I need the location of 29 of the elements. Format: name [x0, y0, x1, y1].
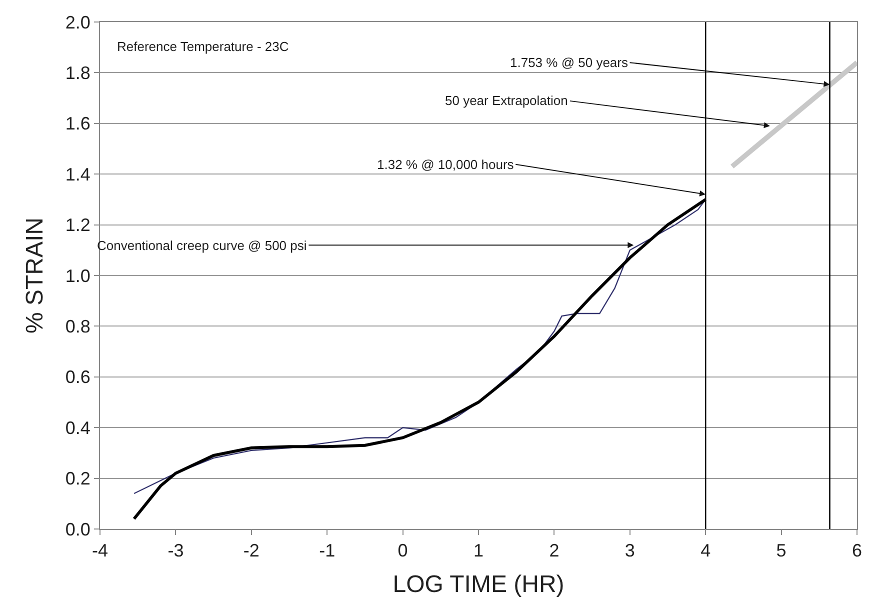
y-tick-label: 1.2	[65, 215, 90, 236]
y-tick-label: 0.4	[65, 418, 90, 438]
x-tick-label: -2	[243, 540, 260, 561]
x-axis-title: LOG TIME (HR)	[392, 570, 564, 598]
x-tick-label: -4	[92, 540, 108, 561]
y-tick-label: 2.0	[65, 12, 90, 32]
x-tick-label: 0	[398, 540, 408, 561]
y-tick-label: 1.6	[65, 114, 90, 134]
annotation: Conventional creep curve @ 500 psi	[97, 238, 307, 253]
y-axis-title: % STRAIN	[21, 217, 48, 334]
y-tick-label: 1.0	[65, 266, 90, 286]
x-tick-label: 2	[549, 540, 560, 561]
y-tick-label: 0.8	[65, 316, 90, 336]
x-tick-label: 4	[700, 540, 711, 561]
x-tick-label: 5	[776, 540, 786, 561]
y-tick-label: 0.2	[65, 468, 90, 489]
annotation: 50 year Extrapolation	[445, 93, 568, 108]
x-tick-label: 6	[852, 540, 862, 561]
x-tick-label: -1	[319, 540, 336, 561]
y-tick-label: 0.0	[65, 519, 90, 540]
y-tick-label: 0.6	[65, 367, 90, 388]
annotation: Reference Temperature - 23C	[117, 39, 289, 54]
x-tick-label: 3	[624, 540, 635, 561]
x-tick-label: 1	[473, 540, 484, 561]
x-tick-label: -3	[168, 540, 184, 561]
y-tick-label: 1.4	[65, 164, 90, 184]
annotation: 1.753 % @ 50 years	[510, 55, 628, 70]
y-tick-label: 1.8	[65, 63, 90, 83]
annotation: 1.32 % @ 10,000 hours	[377, 157, 514, 172]
